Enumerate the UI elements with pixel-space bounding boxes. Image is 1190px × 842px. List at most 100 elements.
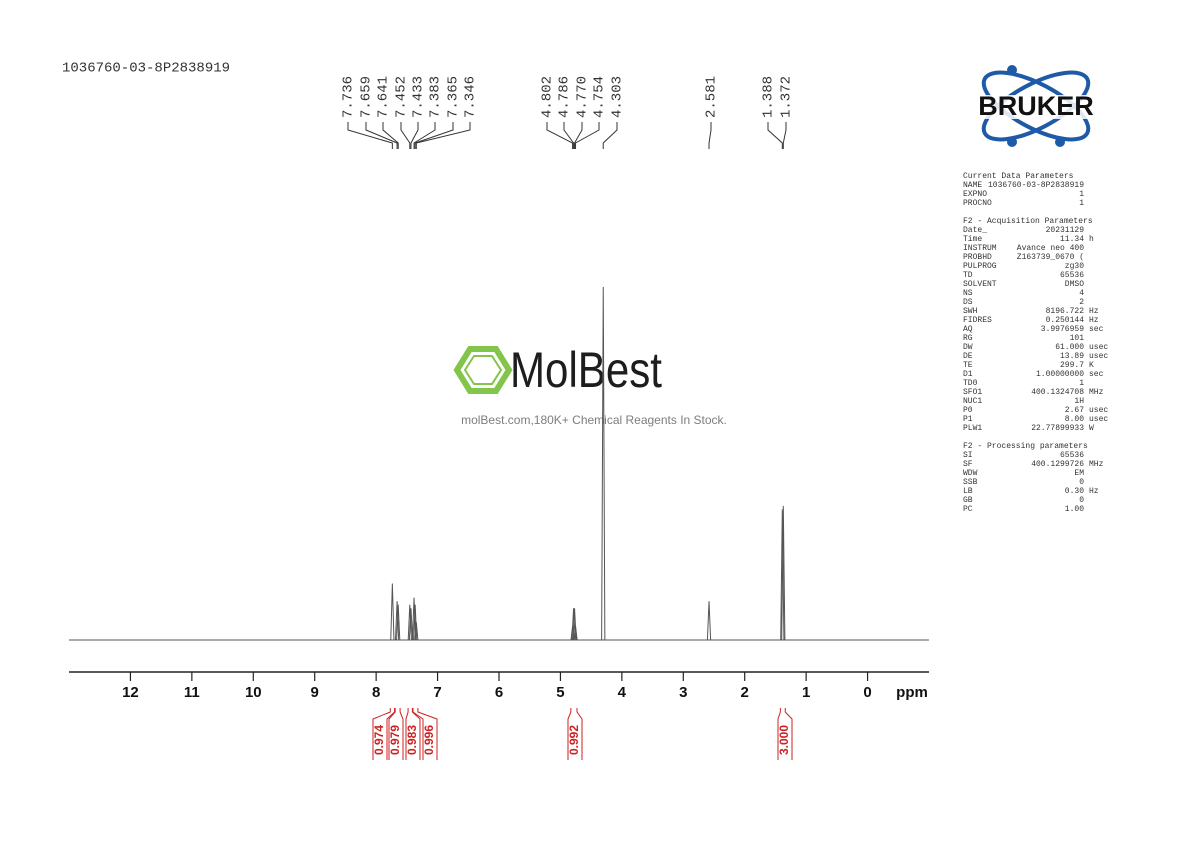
parameter-value: 400.1324708	[1031, 388, 1084, 397]
parameter-value: 65536	[1060, 271, 1084, 280]
x-tick-label: 2	[741, 684, 749, 701]
peak-leader	[415, 122, 471, 149]
x-tick-label: 0	[863, 684, 871, 701]
parameter-value: 2	[1079, 298, 1084, 307]
peak-label: 4.303	[610, 76, 626, 118]
peak-label: 7.433	[411, 76, 427, 118]
integral-bracket	[372, 708, 396, 760]
parameter-value: 0.250144	[1046, 316, 1085, 325]
parameter-name: Date_	[963, 226, 987, 235]
parameter-value: EM	[1074, 469, 1084, 478]
parameter-name: EXPNO	[963, 190, 987, 199]
logo-dot	[1055, 137, 1065, 147]
integral-bracket	[567, 708, 583, 760]
parameter-unit: usec	[1089, 343, 1108, 352]
logo-text: BRUKER	[978, 91, 1094, 121]
parameter-value: 0	[1079, 478, 1084, 487]
watermark-icon	[463, 355, 503, 385]
peak-leader	[414, 122, 454, 149]
parameter-name: PROBHD	[963, 253, 992, 262]
parameter-name: SI	[963, 451, 973, 460]
peak-leader	[546, 122, 574, 149]
parameter-name: RG	[963, 334, 973, 343]
parameter-value: 3.9976959	[1041, 325, 1084, 334]
peak-leader	[767, 122, 783, 149]
integral-label: 0.996	[422, 725, 436, 755]
parameter-value: Avance neo 400	[1017, 244, 1084, 253]
integral-label: 0.983	[405, 725, 419, 755]
watermark-icon	[453, 346, 513, 394]
parameter-name: GB	[963, 496, 973, 505]
peak-label: 4.754	[592, 76, 608, 118]
peak-leader	[708, 122, 712, 149]
parameter-unit: usec	[1089, 352, 1108, 361]
parameter-name: SF	[963, 460, 973, 469]
peak-label: 4.786	[557, 76, 573, 118]
peak-label: 7.346	[463, 76, 479, 118]
x-tick-label: 4	[618, 684, 627, 701]
sample-name: 1036760-03-8P2838919	[62, 61, 230, 77]
parameter-value: 0	[1079, 496, 1084, 505]
parameter-value: 65536	[1060, 451, 1084, 460]
parameter-name: NS	[963, 289, 973, 298]
peak-leader	[410, 122, 419, 149]
parameter-name: P0	[963, 406, 973, 415]
peak-leader	[574, 122, 583, 149]
parameter-value: 61.000	[1055, 343, 1084, 352]
peak	[408, 608, 414, 641]
parameter-name: SOLVENT	[963, 280, 997, 289]
integral-bracket	[412, 708, 438, 760]
parameter-name: TD	[963, 271, 973, 280]
watermark: MolBest molBest.com,180K+ Chemical Reage…	[453, 342, 727, 427]
parameter-value: 0.30	[1065, 487, 1084, 496]
peak-label: 4.802	[540, 76, 556, 118]
parameter-name: PROCNO	[963, 199, 992, 208]
parameter-value: 101	[1070, 334, 1085, 343]
peak	[601, 286, 606, 641]
peak-leader	[400, 122, 411, 149]
peak-leader	[602, 122, 618, 149]
parameter-unit: Hz	[1089, 487, 1099, 496]
integral-bracket	[777, 708, 793, 760]
peak-label: 1.388	[761, 76, 777, 118]
integral-bracket	[405, 708, 421, 760]
parameter-name: DS	[963, 298, 973, 307]
watermark-tagline: molBest.com,180K+ Chemical Reagents In S…	[461, 413, 727, 427]
integral-label: 0.974	[372, 725, 386, 755]
parameter-value: 13.89	[1060, 352, 1084, 361]
parameter-value: 299.7	[1060, 361, 1084, 370]
x-tick-label: 10	[245, 684, 262, 701]
logo-orbit	[981, 70, 1091, 142]
parameter-name: FIDRES	[963, 316, 992, 325]
parameter-name: LB	[963, 487, 973, 496]
x-tick-label: 6	[495, 684, 503, 701]
x-tick-label: 12	[122, 684, 139, 701]
peak-label: 7.659	[359, 76, 375, 118]
peak	[780, 509, 785, 641]
peak	[781, 505, 786, 641]
parameter-unit: h	[1089, 235, 1094, 244]
logo: BRUKER	[958, 65, 1114, 147]
parameter-name: NUC1	[963, 397, 982, 406]
peak-label: 7.383	[428, 76, 444, 118]
parameter-value: Z163739_0670 (	[1017, 253, 1084, 262]
parameter-name: SSB	[963, 478, 978, 487]
logo-orbit	[981, 70, 1091, 142]
integral-bracket	[388, 708, 404, 760]
parameter-value: 22.77899933	[1031, 424, 1084, 433]
peak	[396, 604, 401, 641]
x-tick-label: 5	[556, 684, 564, 701]
parameter-name: DE	[963, 352, 973, 361]
parameter-name: Time	[963, 235, 982, 244]
peak-leader	[365, 122, 398, 149]
parameter-value: 11.34	[1060, 235, 1084, 244]
x-tick-label: 1	[802, 684, 810, 701]
parameter-value: 8196.722	[1046, 307, 1085, 316]
parameter-name: INSTRUM	[963, 244, 997, 253]
peak-leader	[575, 122, 600, 149]
parameter-value: 1	[1079, 199, 1084, 208]
peak	[394, 601, 400, 641]
peak-leader	[347, 122, 393, 149]
parameter-unit: MHz	[1089, 460, 1104, 469]
